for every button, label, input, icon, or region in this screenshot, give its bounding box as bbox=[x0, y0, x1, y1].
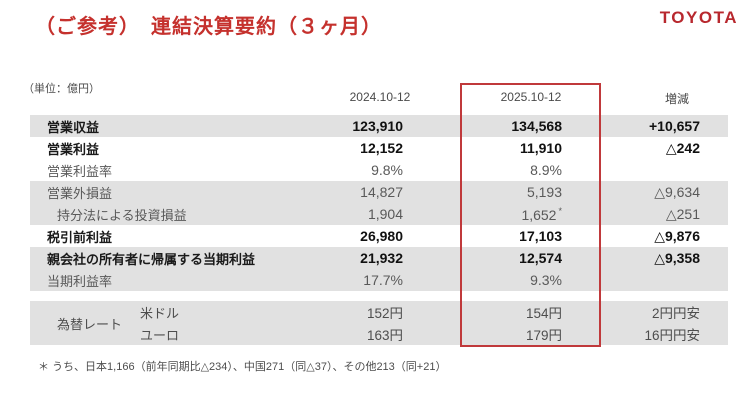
page-title: （ご参考） 連結決算要約（３ヶ月） bbox=[35, 16, 382, 38]
table-row-net-income: 親会社の所有者に帰属する当期利益 21,932 12,574 △9,358 bbox=[30, 247, 728, 269]
unit-label: （単位：億円） bbox=[23, 83, 100, 95]
value-2024: 163円 bbox=[366, 328, 403, 343]
table-row-pretax-income: 税引前利益 26,980 17,103 △9,876 bbox=[30, 225, 728, 247]
exchange-rate-label: 為替レート bbox=[57, 316, 123, 332]
value-2024: 26,980 bbox=[360, 228, 403, 244]
value-2024: 17.7% bbox=[363, 272, 403, 288]
row-label: 営業利益率 bbox=[47, 163, 113, 179]
row-label: 営業外損益 bbox=[47, 185, 113, 201]
value-2025: 11,910 bbox=[519, 140, 562, 156]
value-2024: 21,932 bbox=[360, 250, 403, 266]
value-2025: 154円 bbox=[525, 306, 562, 321]
footnote-marker: * bbox=[558, 205, 562, 216]
value-change: 2円円安 bbox=[651, 306, 700, 321]
row-label: 当期利益率 bbox=[47, 273, 113, 289]
table-row-operating-margin: 営業利益率 9.8% 8.9% bbox=[30, 159, 728, 181]
value-change: △9,358 bbox=[654, 249, 700, 266]
table-row-usd-rate: 米ドル 152円 154円 2円円安 bbox=[30, 301, 728, 323]
value-change: △251 bbox=[665, 205, 700, 222]
value-2025: 9.3% bbox=[530, 272, 562, 288]
row-label: 営業利益 bbox=[47, 141, 100, 157]
exchange-rate-section: 為替レート 米ドル 152円 154円 2円円安 ユーロ 163円 179円 1… bbox=[30, 301, 728, 345]
value-2024: 1,904 bbox=[367, 206, 403, 222]
value-2025: 12,574 bbox=[519, 250, 562, 266]
table-row-operating-revenue: 営業収益 123,910 134,568 +10,657 bbox=[30, 115, 728, 137]
table-row-operating-income: 営業利益 12,152 11,910 △242 bbox=[30, 137, 728, 159]
row-label: 営業収益 bbox=[47, 119, 100, 135]
value-2024: 12,152 bbox=[360, 140, 403, 156]
currency-label: 米ドル bbox=[140, 305, 180, 321]
table-row-non-operating: 営業外損益 14,827 5,193 △9,634 bbox=[30, 181, 728, 203]
column-header-2024: 2024.10-12 bbox=[349, 90, 411, 104]
row-label: 税引前利益 bbox=[47, 229, 113, 245]
value-2025: 1,652 * bbox=[403, 206, 562, 223]
value-2025: 17,103 bbox=[519, 228, 562, 244]
financial-table: 営業収益 123,910 134,568 +10,657 営業利益 12,152… bbox=[30, 115, 728, 291]
currency-label: ユーロ bbox=[140, 327, 180, 343]
value-2025: 134,568 bbox=[511, 118, 562, 134]
value-change: △9,634 bbox=[654, 183, 700, 200]
column-header-change: 増減 bbox=[664, 92, 690, 106]
value-2024: 152円 bbox=[366, 306, 403, 321]
value-2024: 9.8% bbox=[371, 162, 403, 178]
value-change: 16円円安 bbox=[644, 328, 700, 343]
value-2025: 8.9% bbox=[530, 162, 562, 178]
value-2025-number: 1,652 bbox=[521, 206, 557, 223]
value-change: +10,657 bbox=[649, 118, 700, 134]
value-2024: 14,827 bbox=[360, 184, 403, 200]
table-row-equity-method: 持分法による投資損益 1,904 1,652 * △251 bbox=[30, 203, 728, 225]
footnote: ＊ うち、日本1,166（前年同期比△234）、中国271（同△37）、その他2… bbox=[38, 361, 447, 373]
row-label: 親会社の所有者に帰属する当期利益 bbox=[47, 251, 256, 267]
value-2025: 179円 bbox=[525, 328, 562, 343]
value-2024: 123,910 bbox=[352, 118, 403, 134]
value-2025: 5,193 bbox=[526, 184, 562, 200]
value-change: △9,876 bbox=[654, 227, 700, 244]
column-header-2025: 2025.10-12 bbox=[500, 90, 562, 104]
toyota-logo: TOYOTA bbox=[659, 8, 738, 27]
table-row-net-margin: 当期利益率 17.7% 9.3% bbox=[30, 269, 728, 291]
row-label: 持分法による投資損益 bbox=[57, 207, 187, 223]
table-row-eur-rate: ユーロ 163円 179円 16円円安 bbox=[30, 323, 728, 345]
value-change: △242 bbox=[665, 139, 700, 156]
